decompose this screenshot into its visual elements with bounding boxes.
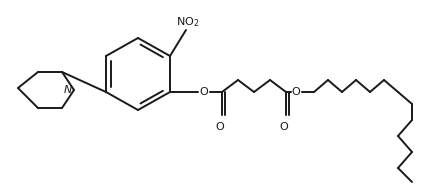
Text: O: O xyxy=(279,122,288,132)
Text: NO$_2$: NO$_2$ xyxy=(176,15,200,29)
Text: O: O xyxy=(200,87,208,97)
Text: O: O xyxy=(292,87,300,97)
Text: N: N xyxy=(64,85,72,95)
Text: O: O xyxy=(216,122,224,132)
